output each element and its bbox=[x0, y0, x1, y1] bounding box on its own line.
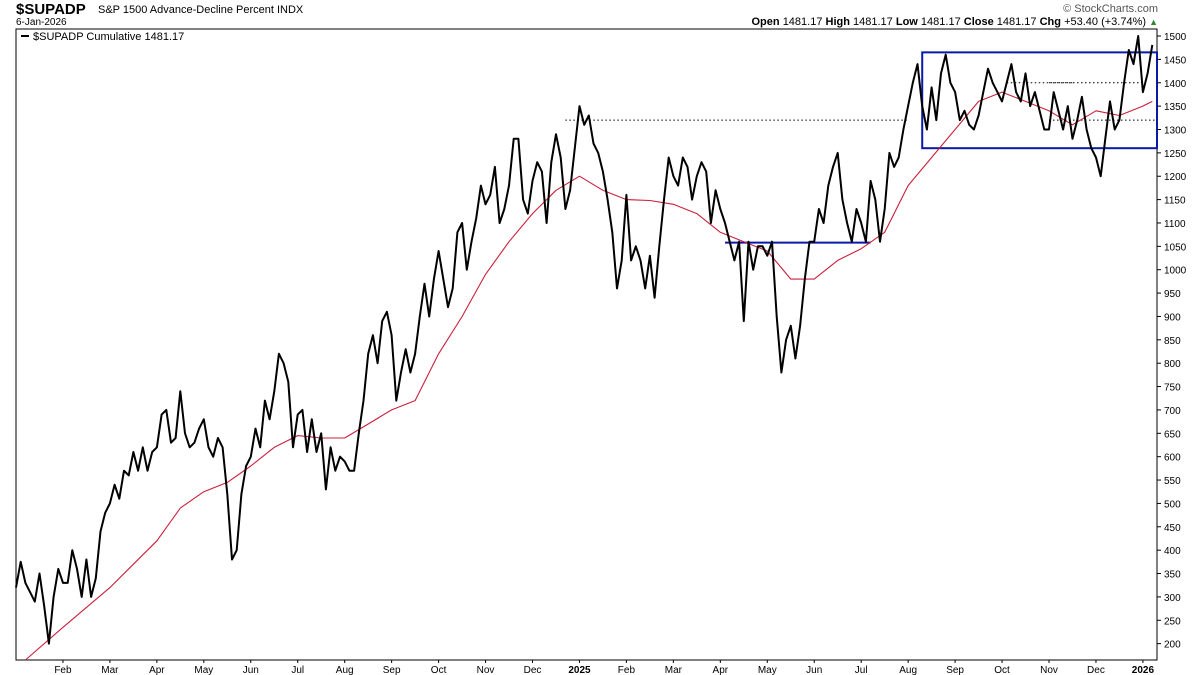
open-value: 1481.17 bbox=[782, 16, 823, 28]
x-tick-label: Aug bbox=[336, 665, 354, 675]
y-tick-label: 1500 bbox=[1164, 32, 1187, 43]
low-value: 1481.17 bbox=[920, 16, 961, 28]
x-tick-label: Nov bbox=[1040, 665, 1058, 675]
legend: $SUPADP Cumulative 1481.17 bbox=[21, 31, 184, 43]
x-tick-label: 2026 bbox=[1132, 665, 1155, 675]
x-tick-label: Oct bbox=[994, 665, 1010, 675]
ohlc-readout: Open 1481.17 High 1481.17 Low 1481.17 Cl… bbox=[752, 16, 1159, 28]
y-tick-label: 300 bbox=[1164, 593, 1181, 604]
y-tick-label: 850 bbox=[1164, 336, 1181, 347]
stockcharts-logo: © StockCharts.com bbox=[1063, 3, 1158, 15]
close-label: Close bbox=[963, 16, 994, 28]
x-tick-label: Dec bbox=[1087, 665, 1105, 675]
x-tick-label: Apr bbox=[149, 665, 165, 675]
x-tick-label: May bbox=[194, 665, 213, 675]
y-tick-label: 900 bbox=[1164, 312, 1181, 323]
y-tick-label: 250 bbox=[1164, 616, 1181, 627]
plot-frame bbox=[15, 28, 1158, 661]
y-tick-label: 1150 bbox=[1164, 196, 1186, 207]
x-tick-label: Jun bbox=[806, 665, 822, 675]
y-tick-label: 700 bbox=[1164, 406, 1181, 417]
y-tick-label: 1450 bbox=[1164, 55, 1187, 66]
high-value: 1481.17 bbox=[853, 16, 893, 28]
y-tick-label: 1200 bbox=[1164, 172, 1187, 183]
y-tick-label: 1000 bbox=[1164, 266, 1187, 277]
chart-date: 6-Jan-2026 bbox=[16, 17, 67, 28]
x-axis: Feb Mar Apr May Jun Jul Aug Sep Oct Nov Dec 2025 Feb… bbox=[54, 660, 1154, 675]
y-tick-label: 650 bbox=[1164, 429, 1181, 440]
y-tick-label: 350 bbox=[1164, 570, 1181, 581]
x-tick-label: May bbox=[758, 665, 777, 675]
x-tick-label: Feb bbox=[618, 665, 636, 675]
y-tick-label: 750 bbox=[1164, 383, 1181, 394]
series-group bbox=[15, 35, 1154, 661]
y-axis: 200 250 300 350 400 450 500 550 600 650 700 750 800 8… bbox=[1157, 32, 1187, 651]
up-arrow-icon: ▲ bbox=[1149, 17, 1158, 27]
y-tick-label: 800 bbox=[1164, 359, 1181, 370]
x-tick-label: Mar bbox=[665, 665, 683, 675]
x-tick-label: Jun bbox=[243, 665, 259, 675]
open-label: Open bbox=[751, 16, 780, 28]
chart-description: S&P 1500 Advance-Decline Percent INDX bbox=[98, 4, 304, 16]
y-tick-label: 1350 bbox=[1164, 102, 1187, 113]
chg-value: +53.40 (+3.74%) bbox=[1064, 16, 1147, 28]
x-tick-label: Oct bbox=[431, 665, 447, 675]
x-tick-label: Jul bbox=[855, 665, 868, 675]
x-tick-label: Feb bbox=[54, 665, 72, 675]
y-tick-label: 1300 bbox=[1164, 125, 1187, 136]
x-tick-label: Apr bbox=[713, 665, 729, 675]
cumulative-ad-line bbox=[15, 35, 1154, 645]
high-label: High bbox=[825, 16, 850, 28]
y-tick-label: 1100 bbox=[1164, 219, 1186, 230]
x-tick-label: Dec bbox=[524, 665, 542, 675]
close-value: 1481.17 bbox=[996, 16, 1037, 28]
y-tick-label: 1400 bbox=[1164, 79, 1187, 90]
legend-label: $SUPADP Cumulative 1481.17 bbox=[33, 31, 184, 43]
x-tick-label: Nov bbox=[477, 665, 495, 675]
x-tick-label: 2025 bbox=[568, 665, 591, 675]
y-tick-label: 550 bbox=[1164, 476, 1181, 487]
y-tick-label: 400 bbox=[1164, 546, 1181, 557]
x-tick-label: Jul bbox=[291, 665, 304, 675]
x-tick-label: Aug bbox=[899, 665, 917, 675]
y-tick-label: 1250 bbox=[1164, 149, 1187, 160]
y-tick-label: 1050 bbox=[1164, 242, 1187, 253]
low-label: Low bbox=[895, 16, 918, 28]
y-tick-label: 450 bbox=[1164, 523, 1181, 534]
chart-symbol: $SUPADP bbox=[16, 1, 86, 18]
x-tick-label: Sep bbox=[383, 665, 401, 675]
x-tick-label: Mar bbox=[101, 665, 119, 675]
y-tick-label: 200 bbox=[1164, 640, 1181, 651]
x-tick-label: Sep bbox=[946, 665, 964, 675]
chg-label: Chg bbox=[1039, 16, 1061, 28]
y-tick-label: 600 bbox=[1164, 453, 1181, 464]
y-tick-label: 950 bbox=[1164, 289, 1181, 300]
y-tick-label: 500 bbox=[1164, 499, 1181, 510]
